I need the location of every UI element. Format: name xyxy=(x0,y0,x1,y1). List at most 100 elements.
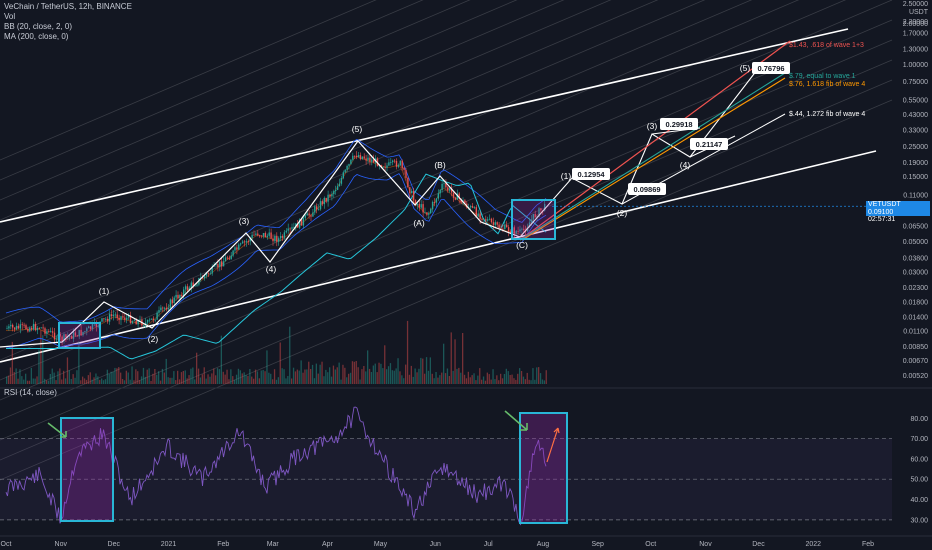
candle-body xyxy=(196,284,198,286)
volume-bar xyxy=(260,370,262,384)
volume-bar xyxy=(349,372,352,384)
volume-bar xyxy=(144,376,146,384)
time-tick-label: 2021 xyxy=(161,541,177,548)
volume-bar xyxy=(289,326,291,384)
symbol-title[interactable]: VeChain / TetherUS, 12h, BINANCE xyxy=(4,2,132,11)
candle-body xyxy=(291,227,293,229)
channel-grid-line xyxy=(0,0,612,261)
candle-body xyxy=(91,324,94,330)
volume-bar xyxy=(452,370,454,384)
candle-body xyxy=(361,156,363,160)
candle-body xyxy=(162,307,164,309)
last-price-badge: VETUSDT 0.09100 02:57:31 xyxy=(866,201,930,223)
candle-body xyxy=(333,191,335,195)
time-tick-label: Feb xyxy=(217,541,229,548)
candle-body xyxy=(19,324,21,329)
candle-body xyxy=(259,235,261,237)
volume-bar xyxy=(85,379,88,384)
volume-bar xyxy=(321,361,323,384)
volume-bar xyxy=(317,373,319,384)
candle-body xyxy=(150,318,153,320)
volume-bar xyxy=(534,379,536,384)
candle-body xyxy=(253,234,255,236)
volume-bar xyxy=(61,379,63,384)
target-annotation: $1.43, .618 of wave 1+3 xyxy=(789,42,864,49)
price-axis[interactable]: 2.00000 1.70000 1.30000 1.00000 0.75000 0.550… xyxy=(903,19,928,524)
volume-bar xyxy=(17,378,19,384)
volume-bar xyxy=(285,378,287,384)
wave-label: (4) xyxy=(680,160,691,170)
volume-bar xyxy=(513,378,515,384)
moving-average-label[interactable]: MA (200, close, 0) xyxy=(4,32,69,41)
volume-bar xyxy=(121,379,124,384)
price-callout-box xyxy=(628,183,666,195)
price-callout-value: 0.09869 xyxy=(633,185,660,194)
candle-body xyxy=(338,183,341,187)
candle-body xyxy=(76,335,78,337)
badge-countdown: 02:57:31 xyxy=(868,216,896,223)
volume-bar xyxy=(310,369,312,384)
volume-bar xyxy=(152,373,154,384)
candle-body xyxy=(515,231,517,234)
bollinger-label[interactable]: BB (20, close, 2, 0) xyxy=(4,22,73,31)
candle-body xyxy=(380,165,382,167)
volume-bar xyxy=(131,366,133,384)
rsi-label[interactable]: RSI (14, close) xyxy=(4,388,57,397)
volume-bar xyxy=(517,373,519,384)
volume-bar xyxy=(254,369,257,384)
candle-body xyxy=(390,162,392,163)
volume-bar xyxy=(486,372,488,384)
volume-bar xyxy=(216,368,219,384)
time-axis[interactable]: Oct Nov Dec 2021 Feb Mar Apr May Jun Jul Aug Sep Oct… xyxy=(0,535,932,548)
candle-body xyxy=(283,232,286,238)
volume-bar xyxy=(97,376,99,384)
time-tick-label: Jun xyxy=(430,541,441,548)
volume-bar xyxy=(382,368,384,384)
candle-body xyxy=(428,213,430,215)
price-tick-label: 0.55000 xyxy=(903,97,928,104)
time-tick-label: 2022 xyxy=(805,541,821,548)
volume-bar xyxy=(465,378,468,384)
volume-bar xyxy=(536,367,538,384)
volume-bar xyxy=(291,378,293,384)
channel-grid-line xyxy=(0,0,565,241)
volume-bar xyxy=(123,380,126,384)
candle-body xyxy=(336,186,339,190)
volume-bar xyxy=(319,364,321,384)
volume-bar xyxy=(384,345,386,384)
volume-bar xyxy=(473,373,475,384)
price-callout-box xyxy=(752,62,790,74)
candle-body xyxy=(135,320,137,325)
volume-bar xyxy=(15,368,17,384)
candle-body xyxy=(97,325,99,327)
price-callout-value: 0.12954 xyxy=(577,170,605,179)
candle-body xyxy=(308,213,310,216)
volume-bar xyxy=(507,371,509,384)
volume-bar xyxy=(44,378,46,384)
candle-body xyxy=(131,321,134,324)
wave-label: (C) xyxy=(516,240,528,250)
candle-body xyxy=(207,273,210,275)
volume-bar xyxy=(437,377,439,384)
price-tick-label: 0.03800 xyxy=(903,255,928,262)
candle-body xyxy=(230,255,232,260)
volume-bar xyxy=(372,365,374,384)
elliott-wave-drawings[interactable]: (1) (2) (3) (4) (5) (A) (B) (C) (1) (2) (3) (4) (5) 0… xyxy=(0,40,865,349)
volume-bar xyxy=(281,368,283,384)
price-tick-label: 1.70000 xyxy=(903,31,928,38)
candle-body xyxy=(167,308,170,310)
candle-body xyxy=(452,192,455,198)
volume-bar xyxy=(224,374,226,384)
candle-body xyxy=(485,219,487,221)
volume-bar xyxy=(215,375,217,384)
candle-body xyxy=(101,318,103,322)
volume-bar xyxy=(279,342,281,384)
volume-label[interactable]: Vol xyxy=(4,12,16,21)
candle-body xyxy=(51,331,54,333)
volume-bar xyxy=(226,369,228,384)
volume-bar xyxy=(503,374,506,384)
volume-bar xyxy=(496,375,498,384)
candle-body xyxy=(528,222,531,228)
candle-body xyxy=(323,197,325,205)
